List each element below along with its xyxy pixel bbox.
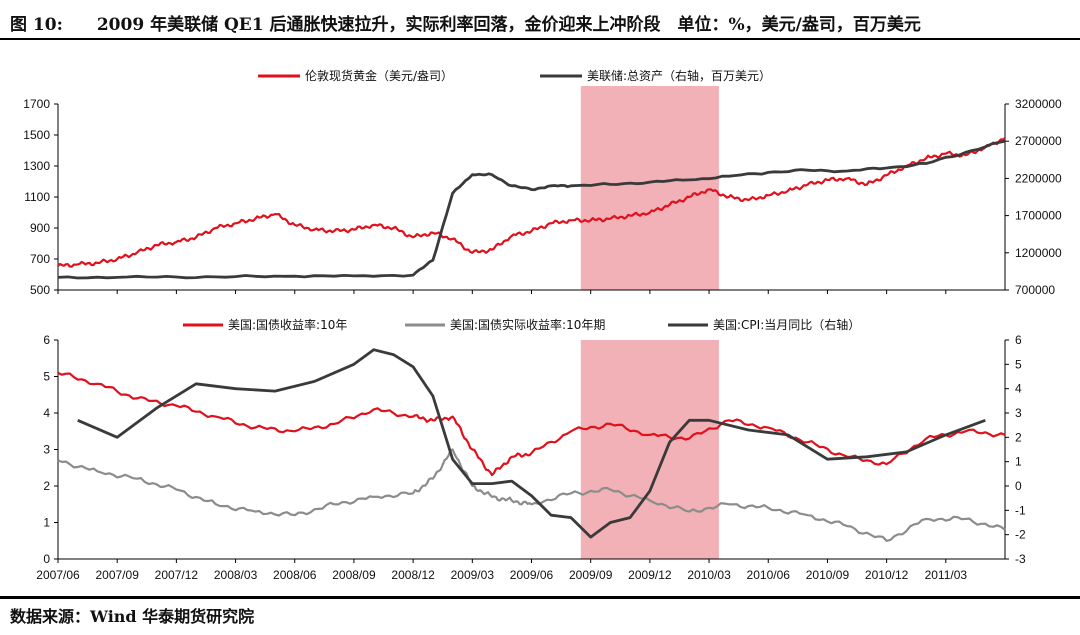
y-right-tick-label: 0	[1015, 479, 1022, 493]
y-right-tick-label: -1	[1015, 503, 1026, 517]
y-right-tick-label: 2200000	[1015, 171, 1062, 185]
y-right-tick-label: 6	[1015, 333, 1022, 347]
x-tick-label: 2008/03	[214, 568, 258, 582]
x-tick-label: 2009/09	[569, 568, 613, 582]
x-tick-label: 2008/06	[273, 568, 317, 582]
y-right-tick-label: -3	[1015, 552, 1026, 566]
legend-label-gold: 伦敦现货黄金（美元/盎司）	[305, 68, 453, 83]
source-note: 数据来源：Wind 华泰期货研究院	[10, 607, 255, 626]
x-tick-label: 2007/09	[95, 568, 139, 582]
qe1-shaded-region-top	[580, 86, 719, 290]
series-line-1-0	[57, 371, 1006, 477]
y-right-tick-label: 700000	[1015, 283, 1055, 297]
y-right-tick-label: -2	[1015, 528, 1026, 542]
x-tick-label: 2010/09	[806, 568, 850, 582]
y-left-tick-label: 700	[30, 252, 50, 266]
y-left-tick-label: 2	[43, 479, 50, 493]
x-tick-label: 2007/12	[155, 568, 199, 582]
y-right-tick-label: 2700000	[1015, 134, 1062, 148]
x-tick-label: 2010/03	[687, 568, 731, 582]
x-tick-label: 2009/06	[510, 568, 554, 582]
y-left-tick-label: 1300	[23, 159, 50, 173]
y-left-tick-label: 4	[43, 406, 50, 420]
x-tick-label: 2008/09	[332, 568, 376, 582]
x-tick-label: 2010/12	[865, 568, 909, 582]
y-left-tick-label: 6	[43, 333, 50, 347]
y-right-tick-label: 1700000	[1015, 209, 1062, 223]
y-right-tick-label: 1200000	[1015, 246, 1062, 260]
series-line-0-0	[57, 137, 1006, 268]
y-left-tick-label: 5	[43, 370, 50, 384]
series-line-0-1	[57, 139, 1006, 280]
y-left-tick-label: 500	[30, 283, 50, 297]
x-tick-label: 2011/03	[925, 568, 968, 582]
x-tick-label: 2008/12	[391, 568, 435, 582]
y-left-tick-label: 3	[43, 443, 50, 457]
series-line-1-1	[57, 448, 1006, 542]
y-left-tick-label: 1100	[24, 190, 50, 204]
title-divider	[0, 38, 1080, 40]
y-right-tick-label: 3200000	[1015, 97, 1062, 111]
x-tick-label: 2010/06	[747, 568, 791, 582]
y-left-tick-label: 1700	[23, 97, 50, 111]
x-tick-label: 2009/12	[628, 568, 672, 582]
x-tick-label: 2009/03	[451, 568, 495, 582]
y-right-tick-label: 5	[1015, 357, 1022, 371]
series-line-1-2	[77, 348, 986, 539]
legend-label-cpi: 美国:CPI:当月同比（右轴）	[713, 317, 860, 332]
y-right-tick-label: 4	[1015, 382, 1022, 396]
legend-label-10y-yield: 美国:国债收益率:10年	[228, 317, 347, 332]
legend-label-fed-assets: 美联储:总资产（右轴，百万美元）	[587, 68, 771, 83]
y-right-tick-label: 1	[1015, 455, 1022, 469]
y-left-tick-label: 1	[43, 516, 50, 530]
legend-label-real-yield: 美国:国债实际收益率:10年期	[450, 317, 605, 332]
footer-divider	[0, 596, 1080, 599]
figure-title: 图 10: 2009 年美联储 QE1 后通胀快速拉升，实际利率回落，金价迎来上…	[10, 15, 921, 35]
x-tick-label: 2007/06	[36, 568, 80, 582]
chart-area: 5007009001100130015001700700000120000017…	[23, 68, 1062, 582]
y-left-tick-label: 0	[43, 552, 50, 566]
qe1-shaded-region-bottom	[580, 340, 719, 559]
y-left-tick-label: 1500	[23, 128, 50, 142]
y-left-tick-label: 900	[30, 221, 50, 235]
y-right-tick-label: 2	[1015, 430, 1022, 444]
y-right-tick-label: 3	[1015, 406, 1022, 420]
